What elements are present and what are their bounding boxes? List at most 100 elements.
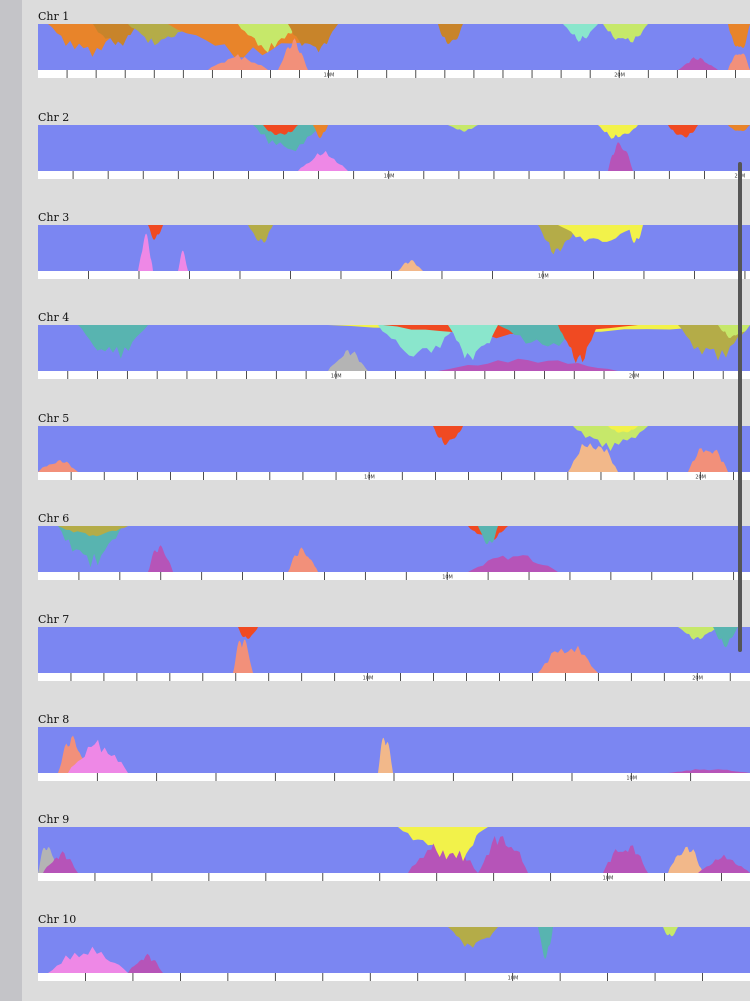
ruler-background bbox=[38, 572, 750, 580]
ancestry-track bbox=[38, 827, 750, 873]
chromosome-panel: Chr 7 10M 20M bbox=[38, 614, 750, 695]
chromosome-label: Chr 7 bbox=[38, 613, 70, 626]
ruler-tick-label: 10M bbox=[603, 876, 614, 882]
ruler-background bbox=[38, 171, 750, 179]
ancestry-segment bbox=[728, 24, 750, 48]
ruler-tick-label: 10M bbox=[331, 374, 342, 380]
ancestry-segment bbox=[448, 325, 498, 361]
ancestry-segment bbox=[668, 769, 750, 773]
ruler-background bbox=[38, 472, 750, 480]
ruler-tick-label: 20M bbox=[692, 676, 703, 682]
ancestry-segment bbox=[148, 225, 163, 240]
ancestry-segment bbox=[93, 24, 138, 46]
ancestry-segment bbox=[313, 125, 328, 138]
ancestry-segment bbox=[448, 927, 498, 948]
base-ancestry-fill bbox=[38, 627, 750, 673]
chromosome-label: Chr 8 bbox=[38, 713, 70, 726]
ruler-tick-label: 10M bbox=[364, 475, 375, 481]
ruler-background bbox=[38, 673, 750, 681]
chromosome-label: Chr 2 bbox=[38, 111, 70, 124]
ancestry-segment bbox=[598, 125, 638, 139]
ruler-tick-label: 10M bbox=[363, 676, 374, 682]
chromosome-panel: Chr 8 10M bbox=[38, 714, 750, 795]
chromosome-panel: Chr 10 10M bbox=[38, 914, 750, 995]
ancestry-track bbox=[38, 526, 750, 572]
ruler-tick-label: 10M bbox=[508, 976, 519, 982]
ancestry-segment bbox=[563, 24, 598, 42]
ancestry-segment bbox=[558, 325, 598, 364]
ancestry-segment bbox=[68, 739, 128, 773]
ancestry-segment bbox=[128, 24, 188, 46]
chromosome-label: Chr 4 bbox=[38, 311, 70, 324]
ancestry-segment bbox=[208, 54, 268, 70]
ruler-tick-label: 10M bbox=[538, 274, 549, 280]
ruler-tick-label: 10M bbox=[324, 73, 335, 79]
ancestry-segment bbox=[448, 125, 478, 132]
ancestry-segment bbox=[628, 225, 643, 243]
ancestry-segment bbox=[128, 953, 163, 973]
ancestry-segment bbox=[438, 24, 463, 44]
position-ruler: 10M bbox=[38, 773, 750, 782]
ancestry-track bbox=[38, 325, 750, 371]
ancestry-track bbox=[38, 225, 750, 271]
ruler-tick-label: 20M bbox=[614, 73, 625, 79]
ruler-background bbox=[38, 271, 750, 279]
ancestry-segment bbox=[78, 325, 148, 359]
chromosome-panel: Chr 6 10M bbox=[38, 513, 750, 594]
chromosome-panel: Chr 1 10M 20M bbox=[38, 11, 750, 92]
position-ruler: 10M 20M bbox=[38, 673, 750, 682]
position-ruler: 10M bbox=[38, 973, 750, 982]
ancestry-segment bbox=[233, 639, 253, 673]
chromosome-label: Chr 3 bbox=[38, 211, 70, 224]
ancestry-segment bbox=[48, 946, 128, 973]
chromosome-panel: Chr 4 10M 20M bbox=[38, 312, 750, 393]
chromosome-label: Chr 5 bbox=[38, 412, 70, 425]
ancestry-segment bbox=[298, 150, 348, 171]
ancestry-segment bbox=[38, 460, 78, 472]
ancestry-segment bbox=[573, 426, 648, 451]
ancestry-segment bbox=[663, 927, 678, 937]
chromosome-label: Chr 1 bbox=[38, 10, 70, 23]
base-ancestry-fill bbox=[38, 526, 750, 572]
ancestry-segment bbox=[378, 737, 393, 773]
ruler-tick-label: 10M bbox=[626, 776, 637, 782]
ancestry-segment bbox=[608, 142, 633, 171]
ancestry-segment bbox=[678, 57, 718, 70]
ancestry-segment bbox=[538, 225, 578, 255]
ancestry-segment bbox=[278, 38, 308, 70]
chromosome-label: Chr 10 bbox=[38, 913, 77, 926]
ancestry-segment bbox=[728, 53, 750, 70]
ancestry-segment bbox=[398, 260, 423, 271]
ancestry-track bbox=[38, 627, 750, 673]
chromosome-label: Chr 9 bbox=[38, 813, 70, 826]
ancestry-segment bbox=[608, 426, 638, 433]
ancestry-segment bbox=[478, 526, 498, 545]
chromosome-panel: Chr 5 10M 20M bbox=[38, 413, 750, 494]
ancestry-segment bbox=[698, 854, 750, 873]
base-ancestry-fill bbox=[38, 426, 750, 472]
ancestry-track bbox=[38, 727, 750, 773]
ancestry-segment bbox=[138, 233, 153, 271]
ancestry-segment bbox=[178, 250, 188, 271]
ancestry-segment bbox=[378, 325, 458, 357]
ancestry-segment bbox=[423, 827, 483, 862]
ancestry-segment bbox=[58, 526, 128, 537]
position-ruler: 10M 20M bbox=[38, 70, 750, 79]
ancestry-segment bbox=[43, 851, 78, 873]
ancestry-segment bbox=[728, 125, 750, 131]
base-ancestry-fill bbox=[38, 125, 750, 171]
ancestry-segment bbox=[713, 627, 738, 648]
ancestry-segment bbox=[668, 125, 698, 138]
ancestry-segment bbox=[678, 627, 718, 640]
ancestry-segment bbox=[288, 24, 338, 53]
scrollbar-thumb[interactable] bbox=[738, 162, 742, 652]
ancestry-segment bbox=[603, 24, 648, 43]
ancestry-track bbox=[38, 125, 750, 171]
ancestry-segment bbox=[58, 526, 123, 568]
ancestry-segment bbox=[438, 358, 618, 371]
chromosome-label: Chr 6 bbox=[38, 512, 70, 525]
base-ancestry-fill bbox=[38, 727, 750, 773]
